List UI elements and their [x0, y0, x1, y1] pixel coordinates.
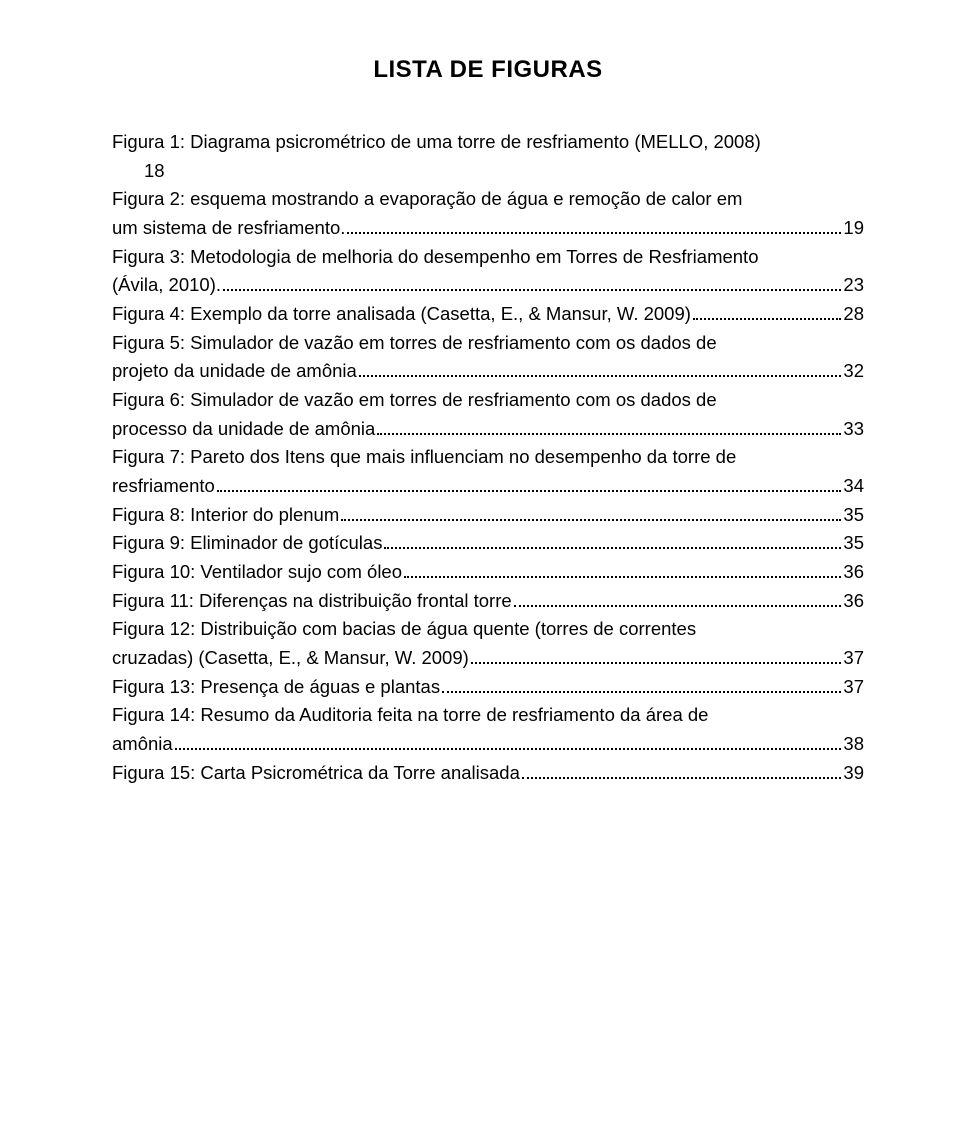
entry-leader-row: resfriamento 34	[112, 472, 864, 501]
entry-page-number: 33	[843, 415, 864, 444]
entry-text-line: Figura 2: esquema mostrando a evaporação…	[112, 185, 864, 214]
entry-last-text: amônia	[112, 730, 173, 759]
entry-page-number: 19	[843, 214, 864, 243]
entry-last-text: Figura 11: Diferenças na distribuição fr…	[112, 587, 512, 616]
entry-last-text: (Ávila, 2010).	[112, 271, 221, 300]
entry-text-line: Figura 7: Pareto dos Itens que mais infl…	[112, 443, 864, 472]
entry-leader-row: Figura 11: Diferenças na distribuição fr…	[112, 587, 864, 616]
entry-text-line: Figura 12: Distribuição com bacias de ág…	[112, 615, 864, 644]
entry-page-number: 28	[843, 300, 864, 329]
entry-leader-row: projeto da unidade de amônia 32	[112, 357, 864, 386]
figure-entry: Figura 1: Diagrama psicrométrico de uma …	[112, 128, 864, 185]
leader-dots	[341, 502, 841, 521]
figure-entry: Figura 15: Carta Psicrométrica da Torre …	[112, 759, 864, 788]
figure-entry: Figura 3: Metodologia de melhoria do des…	[112, 243, 864, 300]
entry-leader-row: Figura 9: Eliminador de gotículas 35	[112, 529, 864, 558]
entry-leader-row: (Ávila, 2010). 23	[112, 271, 864, 300]
leader-dots	[442, 674, 841, 693]
entry-page-number: 35	[843, 529, 864, 558]
figure-entry: Figura 2: esquema mostrando a evaporação…	[112, 185, 864, 242]
entry-page-number: 36	[843, 558, 864, 587]
entry-last-text: Figura 9: Eliminador de gotículas	[112, 529, 382, 558]
leader-dots	[217, 473, 842, 492]
figure-entry: Figura 10: Ventilador sujo com óleo 36	[112, 558, 864, 587]
entry-leader-row: Figura 8: Interior do plenum 35	[112, 501, 864, 530]
entry-page-number: 34	[843, 472, 864, 501]
figure-entry: Figura 4: Exemplo da torre analisada (Ca…	[112, 300, 864, 329]
entry-text-line: Figura 6: Simulador de vazão em torres d…	[112, 386, 864, 415]
entry-page-number: 35	[843, 501, 864, 530]
entry-leader-row: cruzadas) (Casetta, E., & Mansur, W. 200…	[112, 644, 864, 673]
entry-last-text: Figura 10: Ventilador sujo com óleo	[112, 558, 402, 587]
entry-page-line: 18	[112, 157, 864, 186]
figure-entry: Figura 14: Resumo da Auditoria feita na …	[112, 701, 864, 758]
entry-text-line: Figura 5: Simulador de vazão em torres d…	[112, 329, 864, 358]
entry-leader-row: Figura 4: Exemplo da torre analisada (Ca…	[112, 300, 864, 329]
leader-dots	[471, 645, 842, 664]
entry-last-text: Figura 4: Exemplo da torre analisada (Ca…	[112, 300, 691, 329]
entry-last-text: Figura 15: Carta Psicrométrica da Torre …	[112, 759, 520, 788]
leader-dots	[522, 760, 842, 779]
entry-page-number: 39	[843, 759, 864, 788]
entry-last-text: Figura 8: Interior do plenum	[112, 501, 339, 530]
entry-leader-row: um sistema de resfriamento. 19	[112, 214, 864, 243]
entry-leader-row: Figura 13: Presença de águas e plantas 3…	[112, 673, 864, 702]
leader-dots	[175, 731, 842, 750]
entry-last-text: cruzadas) (Casetta, E., & Mansur, W. 200…	[112, 644, 469, 673]
entry-last-text: projeto da unidade de amônia	[112, 357, 357, 386]
leader-dots	[223, 273, 841, 292]
entry-last-text: Figura 13: Presença de águas e plantas	[112, 673, 440, 702]
figure-entry: Figura 6: Simulador de vazão em torres d…	[112, 386, 864, 443]
entry-text-line: Figura 1: Diagrama psicrométrico de uma …	[112, 128, 864, 157]
entry-last-text: processo da unidade de amônia	[112, 415, 375, 444]
entry-leader-row: Figura 15: Carta Psicrométrica da Torre …	[112, 759, 864, 788]
figure-entry: Figura 11: Diferenças na distribuição fr…	[112, 587, 864, 616]
figure-entry: Figura 12: Distribuição com bacias de ág…	[112, 615, 864, 672]
entry-text-line: Figura 3: Metodologia de melhoria do des…	[112, 243, 864, 272]
leader-dots	[384, 531, 841, 550]
page-container: LISTA DE FIGURAS Figura 1: Diagrama psic…	[0, 0, 960, 1124]
leader-dots	[514, 588, 842, 607]
entry-page-number: 38	[843, 730, 864, 759]
leader-dots	[359, 359, 842, 378]
figure-entry: Figura 13: Presença de águas e plantas 3…	[112, 673, 864, 702]
entry-leader-row: amônia 38	[112, 730, 864, 759]
leader-dots	[404, 559, 841, 578]
entry-page-number: 36	[843, 587, 864, 616]
entry-leader-row: Figura 10: Ventilador sujo com óleo 36	[112, 558, 864, 587]
entry-text-line: Figura 14: Resumo da Auditoria feita na …	[112, 701, 864, 730]
entry-leader-row: processo da unidade de amônia 33	[112, 415, 864, 444]
leader-dots	[377, 416, 841, 435]
figure-entry: Figura 8: Interior do plenum 35	[112, 501, 864, 530]
leader-dots	[693, 301, 842, 320]
figure-entry: Figura 5: Simulador de vazão em torres d…	[112, 329, 864, 386]
entry-page-number: 32	[843, 357, 864, 386]
entry-last-text: resfriamento	[112, 472, 215, 501]
entry-page-number: 37	[843, 644, 864, 673]
page-title: LISTA DE FIGURAS	[112, 56, 864, 84]
figure-list: Figura 1: Diagrama psicrométrico de uma …	[112, 128, 864, 787]
leader-dots	[347, 215, 841, 234]
entry-page-number: 23	[843, 271, 864, 300]
entry-page-number: 37	[843, 673, 864, 702]
figure-entry: Figura 9: Eliminador de gotículas 35	[112, 529, 864, 558]
entry-last-text: um sistema de resfriamento.	[112, 214, 345, 243]
figure-entry: Figura 7: Pareto dos Itens que mais infl…	[112, 443, 864, 500]
